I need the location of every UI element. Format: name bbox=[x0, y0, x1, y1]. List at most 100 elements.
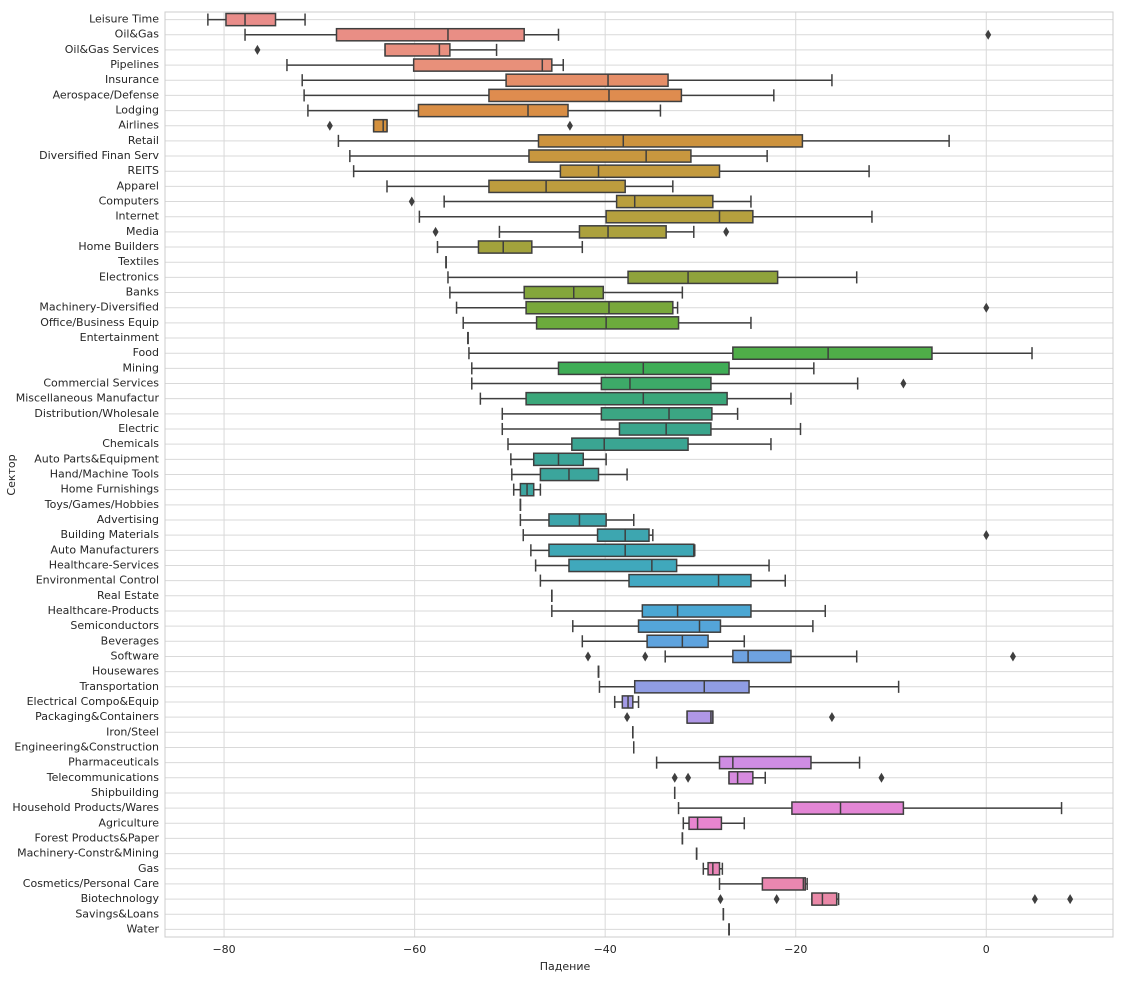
box bbox=[600, 376, 712, 391]
y-tick-label: Insurance bbox=[105, 73, 159, 86]
y-tick-label: Diversified Finan Serv bbox=[39, 149, 159, 162]
x-tick-label: −80 bbox=[212, 943, 235, 956]
box bbox=[641, 604, 752, 618]
y-tick-label: Auto Manufacturers bbox=[51, 543, 160, 556]
y-tick-label: Distribution/Wholesale bbox=[34, 407, 159, 420]
box bbox=[637, 619, 722, 633]
y-tick-label: Beverages bbox=[101, 634, 160, 647]
y-tick-label: Agriculture bbox=[99, 816, 160, 829]
outlier bbox=[1031, 894, 1038, 905]
y-tick-label: Cosmetics/Personal Care bbox=[23, 877, 159, 890]
box bbox=[225, 12, 277, 27]
outlier bbox=[432, 226, 439, 237]
box bbox=[372, 118, 388, 133]
box bbox=[728, 770, 754, 785]
y-tick-label: Electrical Compo&Equip bbox=[27, 695, 159, 708]
box bbox=[761, 877, 807, 891]
y-tick-label: Transportation bbox=[79, 680, 159, 693]
y-tick-label: Engineering&Construction bbox=[14, 740, 159, 753]
y-tick-label: Entertainment bbox=[80, 331, 160, 344]
outlier bbox=[717, 894, 724, 905]
box bbox=[384, 43, 451, 57]
outlier bbox=[254, 44, 261, 55]
box bbox=[488, 88, 683, 103]
outlier bbox=[671, 772, 678, 783]
y-tick-label: Aerospace/Defense bbox=[53, 88, 160, 101]
y-tick-label: Healthcare-Products bbox=[48, 604, 160, 617]
box bbox=[627, 270, 779, 285]
y-tick-label: Semiconductors bbox=[70, 619, 159, 632]
box bbox=[412, 58, 553, 72]
box bbox=[505, 73, 669, 88]
box bbox=[525, 391, 728, 406]
outlier bbox=[983, 302, 990, 313]
outlier bbox=[585, 651, 592, 662]
y-tick-label: Electronics bbox=[99, 270, 159, 283]
outlier bbox=[773, 894, 780, 905]
y-axis-label: Сектор bbox=[5, 454, 18, 495]
x-axis-label: Падение bbox=[540, 960, 591, 973]
y-tick-label: Leisure Time bbox=[89, 13, 159, 26]
y-tick-label: Home Builders bbox=[78, 240, 159, 253]
x-tick-label: −60 bbox=[403, 943, 426, 956]
box bbox=[477, 240, 533, 254]
box bbox=[417, 103, 569, 118]
box bbox=[488, 179, 626, 194]
y-tick-label: Software bbox=[111, 649, 160, 662]
y-tick-label: Household Products/Wares bbox=[12, 801, 159, 814]
box bbox=[523, 285, 605, 300]
y-tick-label: Office/Business Equip bbox=[40, 316, 159, 329]
box bbox=[571, 437, 689, 451]
box bbox=[535, 316, 680, 330]
y-tick-label: Real Estate bbox=[97, 589, 159, 602]
box bbox=[811, 892, 838, 906]
y-tick-label: Home Furnishings bbox=[61, 483, 160, 496]
y-tick-label: Savings&Loans bbox=[75, 907, 159, 920]
box bbox=[628, 573, 752, 588]
y-tick-label: Food bbox=[133, 346, 159, 359]
box bbox=[646, 634, 709, 649]
x-tick-label: 0 bbox=[983, 943, 990, 956]
box bbox=[596, 528, 650, 542]
box bbox=[600, 407, 713, 421]
y-tick-label: Environmental Control bbox=[36, 574, 159, 587]
y-tick-label: Biotechnology bbox=[81, 892, 160, 905]
y-tick-label: Telecommunications bbox=[46, 771, 160, 784]
box bbox=[605, 209, 754, 224]
y-tick-label: Textiles bbox=[117, 255, 159, 268]
x-tick-label: −20 bbox=[784, 943, 807, 956]
box bbox=[718, 755, 812, 770]
outlier bbox=[566, 120, 573, 131]
y-tick-label: Oil&Gas bbox=[115, 28, 160, 41]
y-tick-label: Packaging&Containers bbox=[35, 710, 159, 723]
box bbox=[537, 134, 804, 148]
box bbox=[568, 558, 678, 573]
y-tick-label: Water bbox=[126, 922, 159, 935]
y-tick-label: Mining bbox=[122, 361, 159, 374]
y-tick-label: Lodging bbox=[115, 104, 159, 117]
y-tick-label: Forest Products&Paper bbox=[35, 831, 160, 844]
box bbox=[688, 816, 723, 831]
outlier bbox=[624, 712, 631, 723]
y-tick-label: Toys/Games/Hobbies bbox=[44, 498, 160, 511]
box bbox=[707, 861, 721, 876]
outlier bbox=[326, 120, 333, 131]
box bbox=[791, 801, 905, 815]
y-tick-label: Machinery-Diversified bbox=[39, 301, 159, 314]
y-tick-label: Machinery-Constr&Mining bbox=[17, 847, 159, 860]
outlier bbox=[900, 378, 907, 389]
y-tick-label: Chemicals bbox=[102, 437, 159, 450]
y-tick-label: Oil&Gas Services bbox=[65, 43, 159, 56]
y-tick-label: Banks bbox=[126, 286, 160, 299]
box bbox=[528, 149, 692, 163]
box bbox=[615, 194, 714, 209]
outlier bbox=[685, 772, 692, 783]
plot-frame bbox=[164, 11, 1114, 938]
outlier bbox=[1067, 894, 1074, 905]
y-tick-label: Commercial Services bbox=[43, 377, 159, 390]
outlier bbox=[985, 29, 992, 40]
y-tick-label: Pipelines bbox=[110, 58, 159, 71]
y-tick-label: Iron/Steel bbox=[106, 725, 159, 738]
outlier bbox=[723, 226, 730, 237]
